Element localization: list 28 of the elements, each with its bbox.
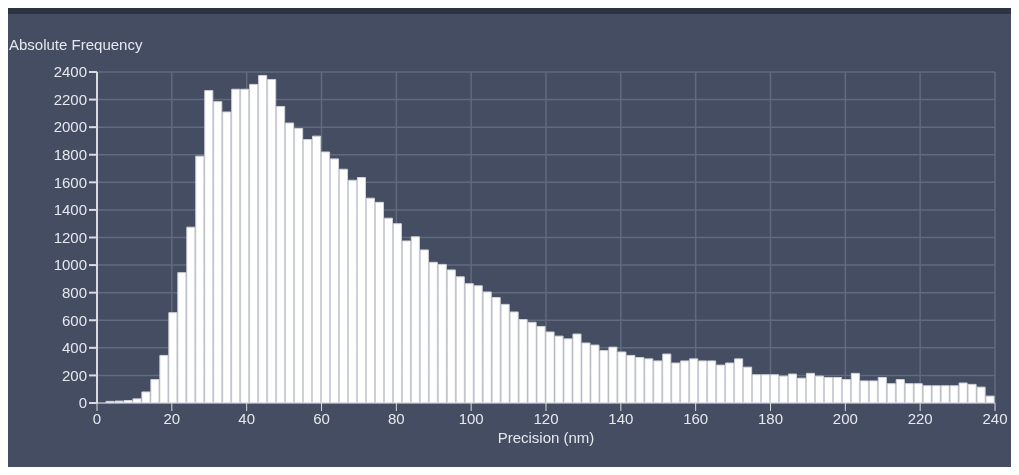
y-tick-label: 800 (61, 283, 87, 301)
x-tick-label: 100 (458, 409, 484, 427)
x-tick-label: 40 (238, 409, 256, 427)
y-tick-label: 1400 (53, 201, 87, 219)
y-tick-label: 600 (61, 311, 87, 329)
x-tick-label: 120 (533, 409, 559, 427)
x-tick-label: 140 (608, 409, 634, 427)
x-tick-label: 220 (907, 409, 933, 427)
x-tick-label: 20 (163, 409, 181, 427)
y-tick-label: 400 (61, 339, 87, 357)
x-tick-label: 240 (982, 409, 1008, 427)
y-axis-title: Absolute Frequency (9, 36, 143, 53)
y-tick-label: 2000 (53, 118, 87, 136)
y-tick-label: 2200 (53, 90, 87, 108)
y-tick-label: 1200 (53, 228, 87, 246)
y-tick-label: 1600 (53, 173, 87, 191)
x-tick-label: 180 (757, 409, 784, 427)
x-tick-label: 80 (387, 409, 405, 427)
y-tick-label: 1000 (53, 256, 87, 274)
y-tick-label: 0 (78, 394, 87, 412)
x-tick-label: 200 (832, 409, 858, 427)
x-tick-label: 160 (683, 409, 709, 427)
x-tick-label: 60 (313, 409, 330, 427)
x-tick-label: 0 (92, 409, 102, 427)
y-tick-label: 2400 (53, 63, 87, 81)
y-tick-label: 1800 (53, 146, 87, 164)
y-tick-label: 200 (61, 366, 87, 384)
x-axis-title: Precision (nm) (497, 429, 595, 446)
